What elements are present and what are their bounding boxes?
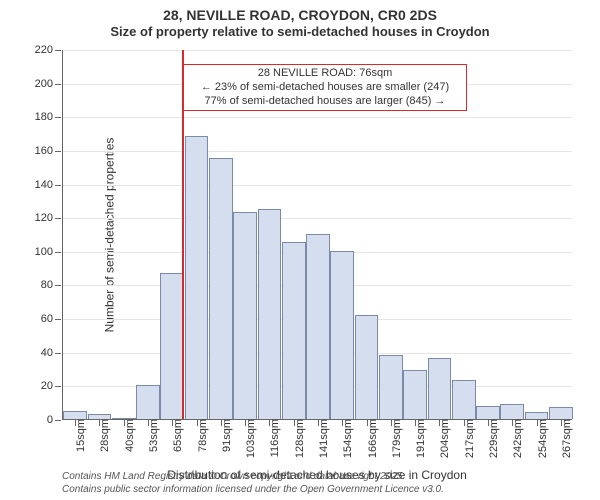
y-tick [55, 252, 61, 253]
y-tick-label: 40 [41, 347, 53, 359]
footer-attribution: Contains HM Land Registry data © Crown c… [62, 471, 444, 496]
y-tick-label: 80 [41, 279, 53, 291]
y-tick [55, 117, 61, 118]
histogram-bar [282, 242, 306, 419]
plot-area: 02040608010012014016018020022015sqm28sqm… [62, 50, 572, 420]
histogram-bar [258, 209, 282, 419]
histogram-bar [185, 136, 209, 419]
y-tick-label: 140 [35, 179, 53, 191]
annotation-line: ← 23% of semi-detached houses are smalle… [188, 81, 462, 95]
x-tick-label: 128sqm [294, 419, 306, 458]
annotation-line: 77% of semi-detached houses are larger (… [188, 95, 462, 109]
y-tick-label: 200 [35, 78, 53, 90]
y-tick [55, 285, 61, 286]
x-tick-label: 229sqm [488, 419, 500, 458]
y-tick-label: 160 [35, 145, 53, 157]
chart-title: 28, NEVILLE ROAD, CROYDON, CR0 2DS [0, 6, 600, 24]
y-tick-label: 60 [41, 313, 53, 325]
chart-area: Number of semi-detached properties 02040… [62, 50, 572, 420]
y-tick-label: 220 [35, 44, 53, 56]
title-block: 28, NEVILLE ROAD, CROYDON, CR0 2DS Size … [0, 0, 600, 41]
gridline [63, 117, 572, 118]
x-tick-label: 78sqm [197, 419, 209, 452]
x-tick-label: 204sqm [439, 419, 451, 458]
histogram-bar [233, 212, 257, 419]
histogram-bar [525, 412, 549, 419]
chart-subtitle: Size of property relative to semi-detach… [0, 24, 600, 41]
y-tick [55, 353, 61, 354]
histogram-bar [306, 234, 330, 419]
histogram-bar [428, 358, 452, 419]
y-tick-label: 120 [35, 212, 53, 224]
x-tick-label: 141sqm [318, 419, 330, 458]
y-tick [55, 185, 61, 186]
x-tick-label: 40sqm [124, 419, 136, 452]
histogram-bar [355, 315, 379, 419]
histogram-bar [63, 411, 87, 419]
y-tick [55, 50, 61, 51]
x-tick-label: 254sqm [537, 419, 549, 458]
histogram-bar [452, 380, 476, 419]
y-tick [55, 151, 61, 152]
histogram-bar [549, 407, 573, 419]
y-tick [55, 420, 61, 421]
x-tick-label: 217sqm [464, 419, 476, 458]
gridline [63, 151, 572, 152]
annotation-line: 28 NEVILLE ROAD: 76sqm [188, 67, 462, 81]
gridline [63, 185, 572, 186]
x-tick-label: 53sqm [148, 419, 160, 452]
histogram-bar [136, 385, 160, 419]
x-tick-label: 65sqm [172, 419, 184, 452]
gridline [63, 50, 572, 51]
y-tick [55, 218, 61, 219]
histogram-bar [403, 370, 427, 419]
footer-line-2: Contains public sector information licen… [62, 484, 444, 497]
y-tick-label: 100 [35, 246, 53, 258]
gridline [63, 218, 572, 219]
footer-line-1: Contains HM Land Registry data © Crown c… [62, 471, 444, 484]
y-tick [55, 386, 61, 387]
x-tick-label: 166sqm [367, 419, 379, 458]
histogram-bar [379, 355, 403, 419]
y-tick-label: 180 [35, 111, 53, 123]
y-tick [55, 319, 61, 320]
y-tick-label: 0 [47, 414, 53, 426]
x-tick-label: 267sqm [561, 419, 573, 458]
histogram-bar [330, 251, 354, 419]
histogram-bar [209, 158, 233, 419]
x-tick-label: 242sqm [512, 419, 524, 458]
histogram-bar [500, 404, 524, 419]
x-tick-label: 179sqm [391, 419, 403, 458]
x-tick-label: 28sqm [99, 419, 111, 452]
x-tick-label: 191sqm [415, 419, 427, 458]
annotation-box: 28 NEVILLE ROAD: 76sqm← 23% of semi-deta… [183, 64, 467, 111]
y-tick-label: 20 [41, 380, 53, 392]
x-tick-label: 15sqm [75, 419, 87, 452]
x-tick-label: 103sqm [245, 419, 257, 458]
x-tick-label: 91sqm [221, 419, 233, 452]
x-tick-label: 116sqm [269, 419, 281, 457]
x-tick-label: 154sqm [342, 419, 354, 458]
y-tick [55, 84, 61, 85]
histogram-bar [476, 406, 500, 419]
